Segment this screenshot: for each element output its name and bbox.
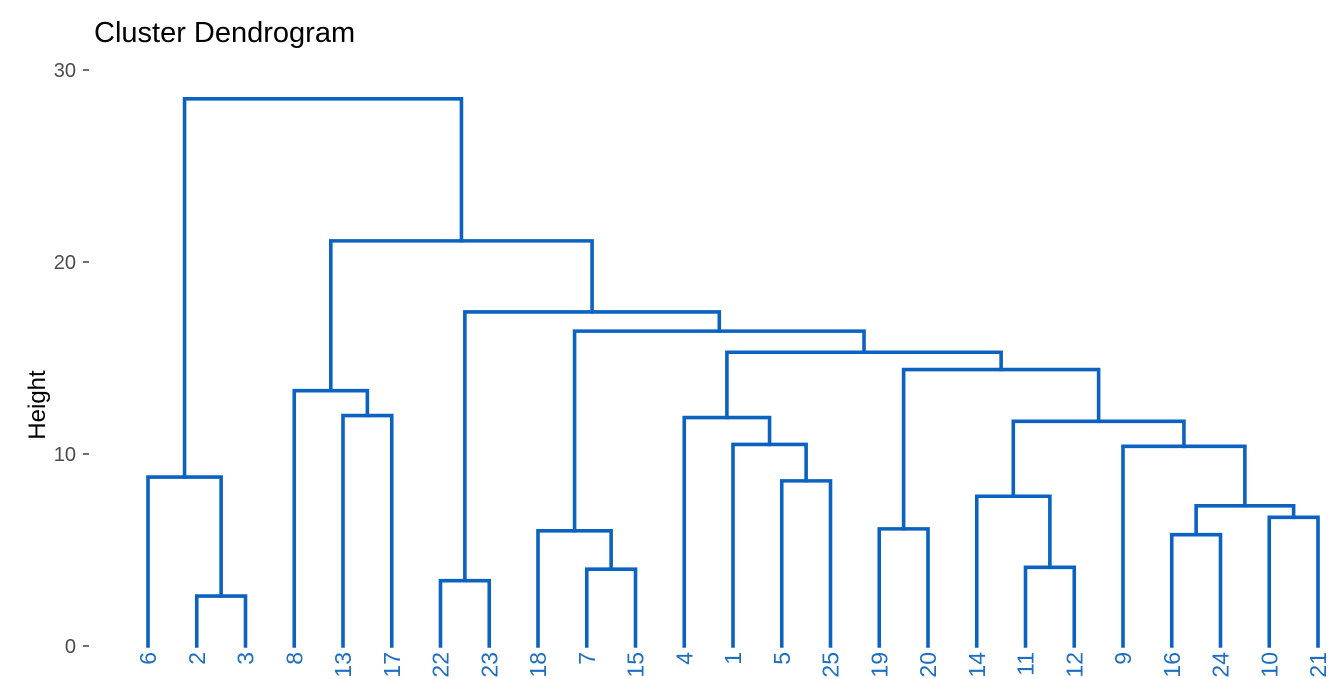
- y-tick-label: 0: [65, 636, 76, 658]
- y-axis-label: Height: [24, 370, 51, 440]
- leaf-labels: 6 2 3 8 13 17 22 23 18 7 15 4 1 5 25 19 20 14 11 12 9 16 24 10 2…: [135, 652, 1331, 678]
- leaf-label: 19: [866, 652, 892, 678]
- leaf-label: 15: [623, 652, 649, 678]
- y-tick-label: 30: [54, 60, 76, 82]
- merge-branch-3: [341, 413, 394, 648]
- merge-branch-7: [536, 529, 613, 648]
- leaf-label: 17: [379, 652, 405, 678]
- leaf-label: 5: [769, 652, 795, 665]
- merge-branch-9: [731, 442, 808, 648]
- merge-branch-13: [974, 494, 1052, 648]
- leaf-label: 13: [330, 652, 356, 678]
- leaf-label: 23: [476, 652, 502, 678]
- leaf-label: 11: [1013, 652, 1039, 676]
- merge-branch-10: [682, 415, 772, 648]
- y-tick-label: 10: [54, 444, 76, 466]
- merge-branch-2: [146, 475, 223, 648]
- chart-title: Cluster Dendrogram: [94, 17, 355, 49]
- merge-branch-8: [779, 479, 833, 648]
- merge-branch-20: [725, 350, 1003, 420]
- merge-branch-12: [1023, 565, 1077, 648]
- leaf-label: 3: [233, 652, 259, 665]
- leaf-label: 16: [1159, 652, 1185, 678]
- leaf-label: 7: [574, 652, 600, 665]
- merge-branch-5: [438, 578, 492, 648]
- leaf-label: 14: [964, 652, 990, 678]
- merge-branch-4: [292, 388, 370, 648]
- merge-branch-17: [1121, 444, 1247, 648]
- y-tick-label: 20: [54, 252, 76, 274]
- leaf-label: 21: [1305, 652, 1331, 678]
- merge-branch-24: [182, 97, 464, 479]
- merge-branch-18: [1011, 419, 1186, 499]
- merge-branch-1: [194, 594, 248, 648]
- y-axis: 0 10 20 30: [54, 60, 89, 658]
- merge-branch-21: [572, 329, 866, 533]
- leaf-label: 24: [1208, 652, 1234, 678]
- leaf-label: 8: [281, 652, 307, 665]
- dendrogram-branches: [146, 97, 1320, 648]
- leaf-label: 22: [428, 652, 454, 678]
- merge-branch-16: [1194, 504, 1296, 537]
- leaf-label: 25: [818, 652, 844, 678]
- merge-branch-22: [463, 310, 722, 583]
- merge-branch-15: [1267, 515, 1320, 648]
- merge-branch-6: [584, 567, 638, 648]
- leaf-label: 4: [671, 652, 697, 665]
- leaf-label: 6: [135, 652, 161, 665]
- leaf-label: 12: [1061, 652, 1087, 678]
- leaf-label: 1: [720, 652, 746, 665]
- merge-branch-23: [329, 239, 594, 393]
- leaf-label: 2: [184, 652, 210, 665]
- leaf-label: 20: [915, 652, 941, 678]
- merge-branch-19: [901, 367, 1101, 531]
- merge-branch-14: [1169, 532, 1223, 648]
- leaf-label: 10: [1256, 652, 1282, 678]
- leaf-label: 9: [1110, 652, 1136, 665]
- merge-branch-11: [877, 527, 930, 648]
- leaf-label: 18: [525, 652, 551, 678]
